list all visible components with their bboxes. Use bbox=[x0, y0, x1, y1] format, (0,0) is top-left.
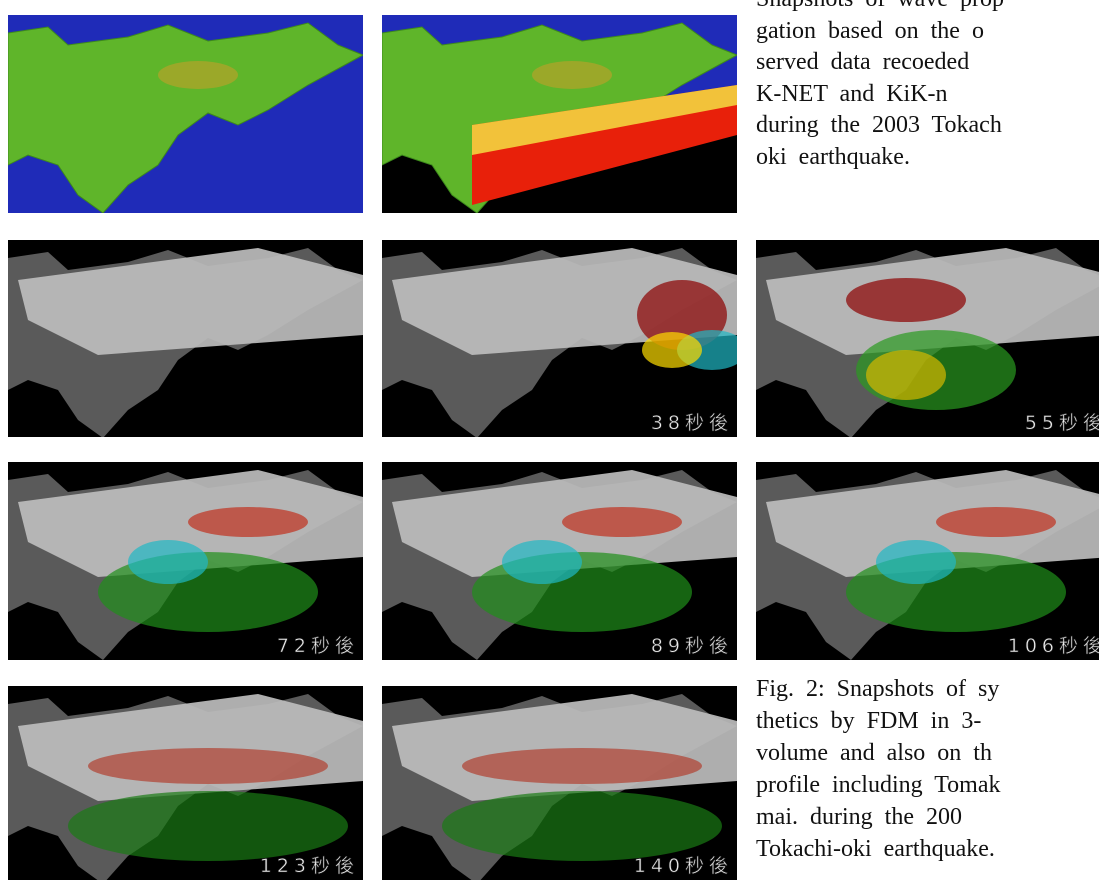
snapshot-panel: 106秒後 bbox=[756, 462, 1099, 660]
time-label: 38秒後 bbox=[651, 412, 733, 434]
figure-caption: Fig. 2: Snapshots of sy thetics by FDM in… bbox=[748, 672, 1099, 880]
snapshot-panel: 89秒後 bbox=[382, 462, 737, 660]
caption-line: oki earthquake. bbox=[756, 144, 910, 171]
wave-field bbox=[128, 540, 208, 584]
snapshot-panel: 140秒後 bbox=[382, 686, 737, 880]
wave-field bbox=[846, 278, 966, 322]
caption-line: profile including Tomak bbox=[756, 772, 1001, 799]
mountain bbox=[158, 61, 238, 89]
wave-field bbox=[642, 332, 702, 368]
caption-line: gation based on the o bbox=[756, 18, 984, 45]
wave-field bbox=[562, 507, 682, 537]
snapshot-panel bbox=[8, 240, 363, 437]
time-label: 89秒後 bbox=[651, 635, 733, 657]
wave-field bbox=[462, 748, 702, 784]
time-label: 106秒後 bbox=[1008, 635, 1099, 657]
wave-field bbox=[866, 350, 946, 400]
top-caption: Snapshots of wave prop gation based on th… bbox=[748, 0, 1099, 215]
time-label: 140秒後 bbox=[634, 855, 733, 877]
wave-field bbox=[88, 748, 328, 784]
time-label: 55秒後 bbox=[1025, 412, 1099, 434]
wave-field bbox=[876, 540, 956, 584]
caption-line: Snapshots of wave prop bbox=[756, 0, 1004, 13]
snapshot-panel bbox=[382, 15, 737, 213]
time-label: 72秒後 bbox=[277, 635, 359, 657]
caption-line: volume and also on th bbox=[756, 740, 992, 767]
caption-line: mai. during the 200 bbox=[756, 804, 962, 831]
caption-line: K-NET and KiK-n bbox=[756, 81, 948, 108]
page: Snapshots of wave prop gation based on th… bbox=[0, 0, 1099, 880]
wave-field bbox=[68, 791, 348, 861]
snapshot-panel: 38秒後 bbox=[382, 240, 737, 437]
mountain bbox=[532, 61, 612, 89]
caption-line: Fig. 2: Snapshots of sy bbox=[756, 676, 999, 703]
snapshot-panel: 123秒後 bbox=[8, 686, 363, 880]
caption-line: Tokachi-oki earthquake. bbox=[756, 836, 995, 863]
caption-line: thetics by FDM in 3- bbox=[756, 708, 981, 735]
caption-line: during the 2003 Tokach bbox=[756, 112, 1002, 139]
caption-line: served data recoeded bbox=[756, 49, 969, 76]
time-label: 123秒後 bbox=[260, 855, 359, 877]
wave-field bbox=[442, 791, 722, 861]
wave-field bbox=[188, 507, 308, 537]
snapshot-panel bbox=[8, 15, 363, 213]
wave-field bbox=[502, 540, 582, 584]
wave-field bbox=[936, 507, 1056, 537]
snapshot-panel: 55秒後 bbox=[756, 240, 1099, 437]
snapshot-panel: 72秒後 bbox=[8, 462, 363, 660]
